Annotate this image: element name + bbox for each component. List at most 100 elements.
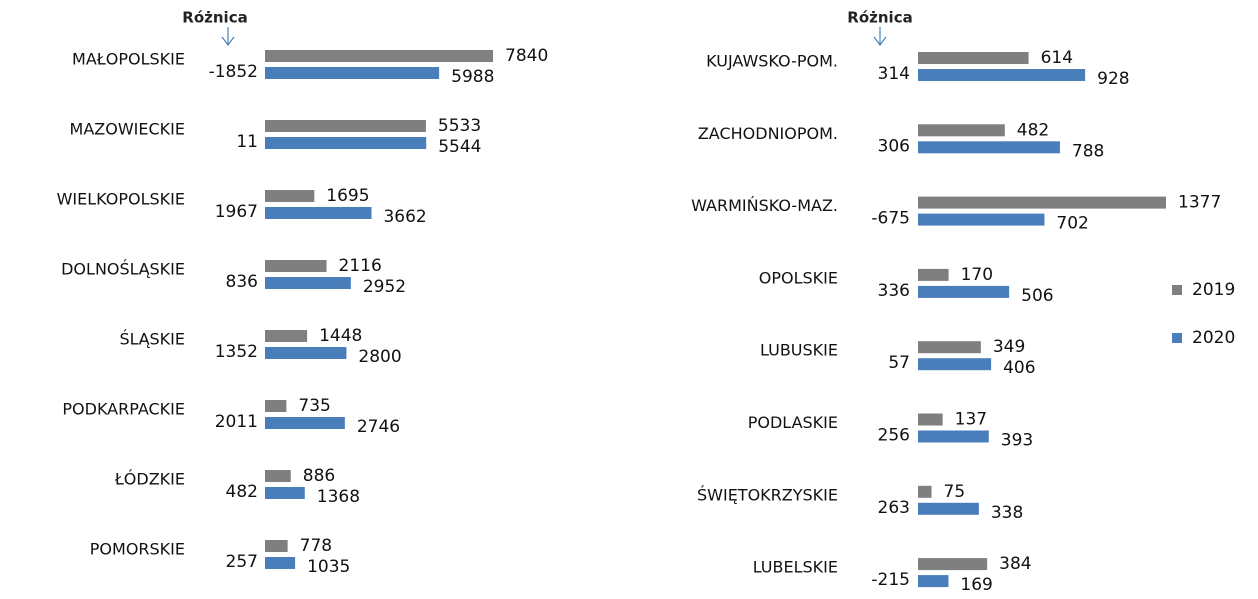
value-label: 3662 (383, 207, 426, 227)
difference-label: 482 (226, 482, 258, 502)
bar (918, 430, 989, 443)
difference-label: 256 (878, 426, 910, 446)
value-label: 1695 (326, 186, 369, 206)
bar (918, 413, 943, 426)
category-label: MAZOWIECKIE (70, 120, 185, 139)
value-label: 702 (1056, 214, 1088, 234)
difference-label: -215 (871, 570, 910, 590)
legend-label: 2019 (1192, 280, 1235, 300)
value-label: 928 (1097, 69, 1129, 89)
value-label: 1377 (1178, 193, 1221, 213)
value-label: 406 (1003, 358, 1035, 378)
bar (265, 67, 440, 79)
category-label: ZACHODNIOPOM. (698, 124, 838, 143)
category-label: WIELKOPOLSKIE (57, 190, 185, 209)
bar (918, 69, 1086, 81)
category-label: DOLNOŚLĄSKIE (61, 260, 185, 279)
bar (918, 141, 1060, 154)
category-label: POMORSKIE (90, 540, 185, 559)
value-label: 506 (1021, 286, 1053, 306)
bar (265, 470, 291, 482)
bar (265, 400, 287, 412)
bar (265, 207, 372, 219)
legend-label: 2020 (1192, 328, 1235, 348)
category-label: LUBELSKIE (753, 558, 838, 577)
bar (918, 213, 1045, 226)
category-label: PODLASKIE (748, 413, 838, 432)
bar (265, 277, 351, 289)
difference-label: 263 (878, 498, 910, 518)
bar (918, 285, 1010, 298)
difference-label: 257 (226, 552, 258, 572)
value-label: 5544 (438, 137, 481, 157)
category-label: ŁÓDZKIE (114, 470, 185, 489)
difference-label: 11 (236, 132, 258, 152)
value-label: 5988 (451, 67, 494, 87)
value-label: 75 (944, 482, 966, 502)
difference-label: 57 (888, 353, 910, 373)
category-label: PODKARPACKIE (62, 400, 185, 419)
difference-label: 1352 (215, 342, 258, 362)
bar (918, 502, 979, 515)
value-label: 338 (991, 503, 1023, 523)
value-label: 2952 (363, 277, 406, 297)
difference-label: 1967 (215, 202, 258, 222)
value-label: 2746 (357, 417, 400, 437)
annotation: Różnica (847, 9, 912, 27)
difference-label: -1852 (209, 62, 258, 82)
difference-label: -675 (871, 209, 910, 229)
category-label: MAŁOPOLSKIE (72, 50, 185, 69)
bar (918, 358, 992, 371)
value-label: 169 (960, 575, 992, 595)
value-label: 384 (999, 554, 1031, 574)
annotation: Różnica (182, 9, 247, 27)
arrow (873, 36, 887, 46)
legend-swatch (1172, 285, 1182, 295)
bar (265, 487, 305, 499)
value-label: 5533 (438, 116, 481, 136)
value-label: 393 (1001, 431, 1033, 451)
value-label: 778 (300, 536, 332, 556)
category-label: ŚLĄSKIE (120, 330, 186, 349)
bar (918, 52, 1029, 64)
legend-swatch (1172, 333, 1182, 343)
bar (265, 137, 427, 149)
value-label: 137 (955, 410, 987, 430)
difference-label: 306 (878, 136, 910, 156)
bar (918, 124, 1005, 137)
bar (265, 417, 345, 429)
bar (265, 347, 347, 359)
bar (918, 196, 1166, 209)
arrow (221, 36, 235, 46)
bar (265, 50, 493, 62)
value-label: 886 (303, 466, 335, 486)
value-label: 614 (1041, 48, 1073, 68)
value-label: 1035 (307, 557, 350, 577)
value-label: 2800 (358, 347, 401, 367)
bar (265, 190, 315, 202)
bar (918, 485, 932, 498)
bar (918, 341, 981, 354)
category-label: KUJAWSKO-POM. (706, 52, 838, 71)
category-label: LUBUSKIE (760, 341, 838, 360)
bar (918, 268, 949, 281)
value-label: 788 (1072, 141, 1104, 161)
value-label: 7840 (505, 46, 548, 66)
bar (918, 575, 949, 588)
bar (265, 260, 327, 272)
difference-label: 314 (878, 64, 910, 84)
difference-label: 836 (226, 272, 258, 292)
bar (265, 330, 308, 342)
value-label: 2116 (339, 256, 382, 276)
category-label: ŚWIĘTOKRZYSKIE (697, 485, 838, 504)
value-label: 1448 (319, 326, 362, 346)
bar (265, 557, 296, 569)
value-label: 170 (961, 265, 993, 285)
value-label: 735 (298, 396, 330, 416)
bar (265, 120, 426, 132)
difference-label: 2011 (215, 412, 258, 432)
value-label: 1368 (317, 487, 360, 507)
difference-label: 336 (878, 281, 910, 301)
value-label: 482 (1017, 120, 1049, 140)
